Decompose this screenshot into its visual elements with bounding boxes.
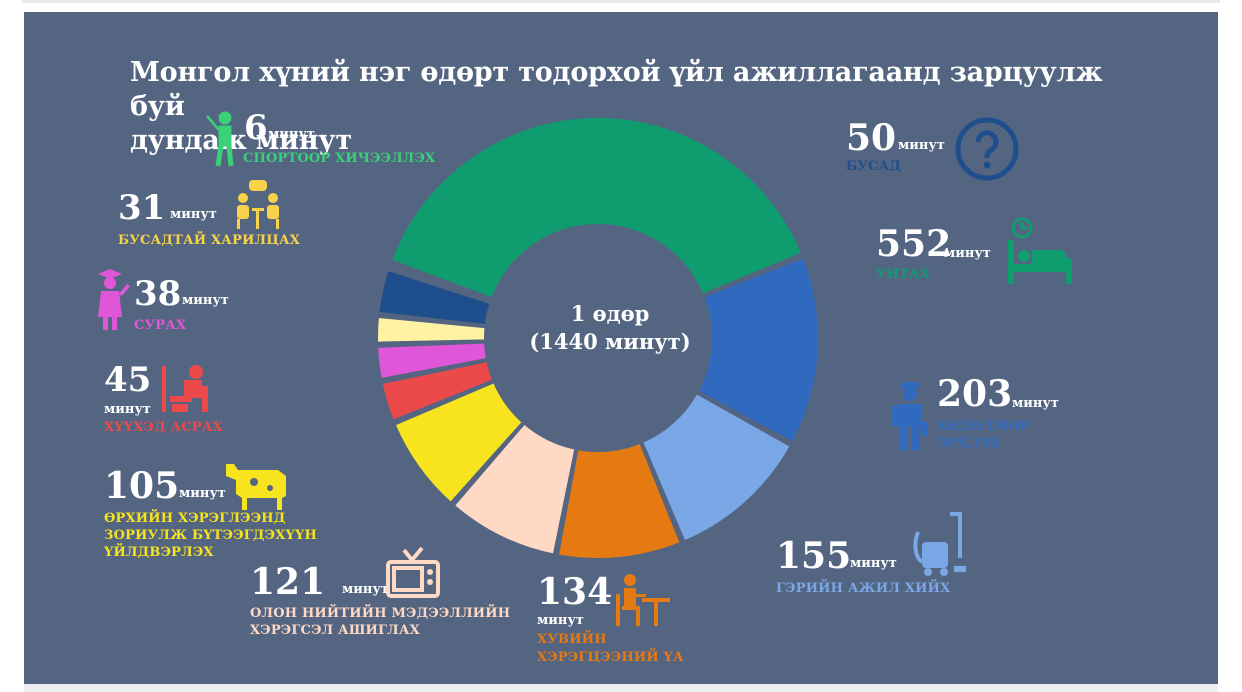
- unit-other: минут: [898, 138, 945, 153]
- graduate-icon: [98, 269, 130, 330]
- unit-socializing: минут: [170, 207, 217, 222]
- value-childcare: 45: [104, 360, 152, 400]
- donut-slice-socializing: [376, 315, 487, 344]
- label-media-2: ХЭРЭГСЭЛ АШИГЛАХ: [250, 623, 420, 638]
- top-divider: [22, 0, 1220, 3]
- value-study: 38: [134, 274, 182, 314]
- cow-icon: [226, 464, 286, 510]
- label-sport: СПОРТООР ХИЧЭЭЛЛЭХ: [243, 151, 436, 166]
- golfer-icon: [206, 111, 234, 167]
- unit-media: минут: [342, 582, 389, 597]
- donut-slice-other: [377, 268, 492, 327]
- label-household-production-3: ҮЙЛДВЭРЛЭХ: [104, 545, 214, 560]
- unit-sport: минут: [268, 127, 315, 142]
- donut-slice-household_production: [393, 380, 525, 505]
- unit-childcare: минут: [104, 402, 151, 417]
- label-personal-2: ХЭРЭГЦЭЭНИЙ ҮА: [537, 650, 684, 665]
- donut-center-label: 1 өдөр (1440 минут): [510, 300, 710, 356]
- label-work: ХӨДӨЛМӨР ЭРХЛЭХ: [937, 419, 1030, 451]
- unit-work: минут: [1012, 396, 1059, 411]
- value-sleep: 552: [876, 223, 952, 265]
- unit-study: минут: [182, 293, 229, 308]
- label-media-1: ОЛОН НИЙТИЙН МЭДЭЭЛЛИЙН: [250, 606, 511, 621]
- center-line-1: 1 өдөр: [570, 301, 650, 326]
- donut-slice-sport: [387, 263, 493, 303]
- value-media: 121: [250, 561, 326, 603]
- donut-slice-personal: [556, 441, 682, 560]
- value-socializing: 31: [118, 188, 166, 228]
- label-other: БУСАД: [846, 159, 902, 174]
- label-childcare: ХҮҮХЭД АСРАХ: [104, 420, 223, 435]
- label-personal-1: ХУВИЙН: [537, 632, 607, 647]
- label-study: СУРАХ: [134, 318, 187, 333]
- value-personal: 134: [537, 571, 613, 613]
- label-sleep: УНТАХ: [876, 267, 931, 282]
- donut-slice-study: [376, 341, 489, 381]
- question-icon: [955, 117, 1019, 181]
- label-socializing: БУСАДТАЙ ХАРИЛЦАХ: [118, 233, 301, 248]
- label-household-production-2: ЗОРИУЛЖ БҮТЭЭГДЭХҮҮН: [104, 528, 317, 543]
- label-housework: ГЭРИЙН АЖИЛ ХИЙХ: [776, 581, 951, 596]
- eating-person-icon: [616, 574, 670, 626]
- unit-personal: минут: [537, 613, 584, 628]
- tv-icon: [386, 546, 440, 598]
- donut-slice-housework: [640, 391, 793, 543]
- value-sport: 6: [244, 108, 268, 148]
- donut-slice-childcare: [380, 359, 495, 422]
- center-line-2: (1440 минут): [529, 329, 691, 354]
- title-line-2: дундаж минут: [130, 125, 353, 156]
- value-work: 203: [937, 373, 1013, 415]
- value-housework: 155: [776, 535, 852, 577]
- donut-slice-work: [696, 255, 820, 444]
- worker-icon: [892, 382, 928, 450]
- bed-icon: [1008, 217, 1072, 284]
- label-household-production-1: ӨРХИЙН ХЭРЭГЛЭЭНД: [104, 511, 286, 526]
- donut-slice-media: [452, 422, 577, 556]
- childcare-icon: [162, 365, 208, 412]
- unit-household-production: минут: [179, 486, 226, 501]
- chart-title: Монгол хүний нэг өдөрт тодорхой үйл ажил…: [130, 56, 1130, 158]
- value-other: 50: [846, 117, 897, 159]
- title-line-1: Монгол хүний нэг өдөрт тодорхой үйл ажил…: [130, 57, 1103, 122]
- unit-housework: минут: [850, 556, 897, 571]
- donut-slice-sleep: [389, 116, 804, 300]
- unit-sleep: минут: [944, 246, 991, 261]
- value-household-production: 105: [104, 465, 180, 507]
- bottom-strip: [24, 684, 1218, 692]
- chat-people-icon: [237, 180, 279, 229]
- vacuum-icon: [913, 512, 966, 576]
